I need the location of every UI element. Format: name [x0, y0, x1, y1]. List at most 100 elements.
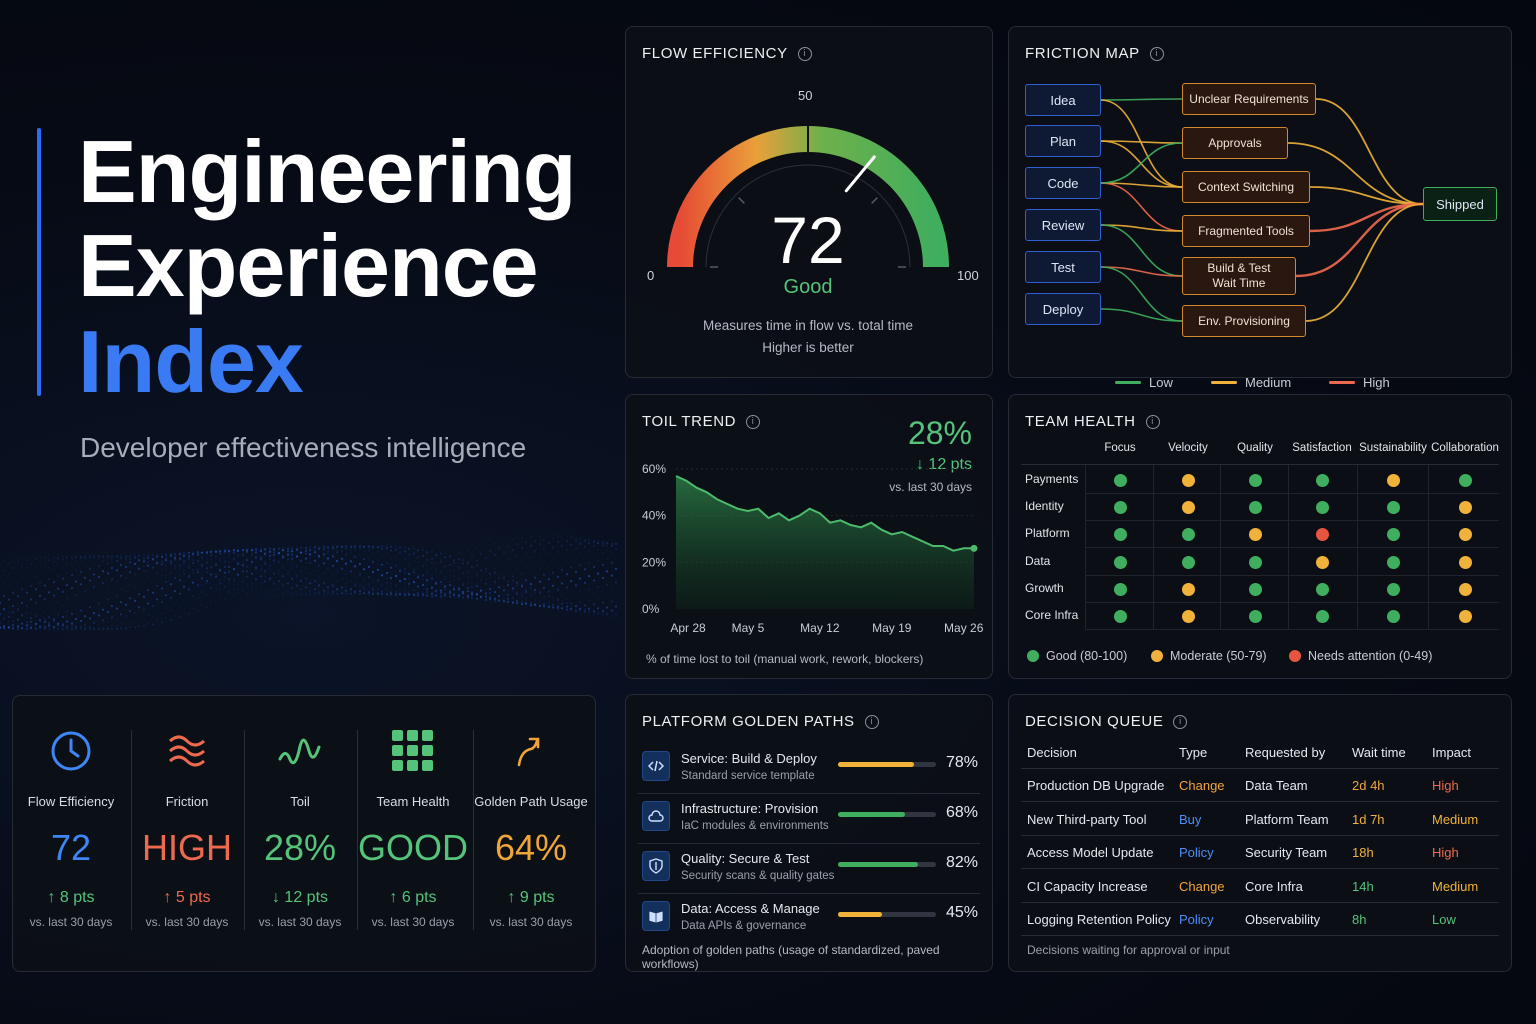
decision-impact: Medium: [1432, 878, 1479, 894]
friction-node-label: Approvals: [1208, 135, 1262, 150]
decision-name[interactable]: Production DB Upgrade: [1027, 778, 1165, 793]
status-dot: [1387, 528, 1400, 542]
status-dot: [1316, 582, 1329, 596]
decision-name[interactable]: CI Capacity Increase: [1027, 878, 1148, 894]
info-icon[interactable]: i: [864, 714, 879, 729]
decision-requester: Observability: [1245, 912, 1321, 927]
flow-status: Good: [783, 276, 833, 298]
kpi-value: 64%: [494, 827, 568, 868]
golden-path-row[interactable]: Quality: Secure & Test Security scans & q…: [642, 845, 978, 895]
friction-node[interactable]: Approvals: [1182, 127, 1288, 159]
friction-node[interactable]: Env. Provisioning: [1182, 305, 1306, 337]
arrow-up-right-icon: [473, 726, 589, 776]
info-icon[interactable]: i: [797, 46, 812, 61]
column-divider: [1428, 465, 1429, 629]
flow-link: [1309, 186, 1424, 205]
info-icon[interactable]: i: [1149, 46, 1164, 61]
decision-name[interactable]: Logging Retention Policy: [1027, 912, 1171, 927]
decision-wait-time: 14h: [1352, 878, 1374, 894]
stage-node-plan[interactable]: Plan: [1025, 125, 1101, 157]
status-dot: [1114, 555, 1127, 569]
header-divider: [1021, 464, 1499, 465]
hero-title-line-1: Engineering: [78, 122, 576, 221]
kpi-delta: ↑ 6 pts: [389, 889, 437, 906]
friction-node[interactable]: Build & Test Wait Time: [1182, 257, 1296, 295]
status-dot: [1459, 474, 1472, 487]
adoption-percent: 78%: [945, 754, 978, 771]
legend-medium: Medium: [1245, 375, 1292, 390]
adoption-bar-fill: [838, 862, 919, 867]
friction-node[interactable]: Context Switching: [1182, 171, 1310, 203]
friction-node[interactable]: Fragmented Tools: [1182, 215, 1310, 247]
stage-node-test[interactable]: Test: [1025, 251, 1101, 283]
stage-node-idea[interactable]: Idea: [1025, 84, 1101, 116]
flow-link: [1315, 98, 1424, 205]
kpi-label: Team Health: [376, 794, 450, 809]
y-tick-label: 20%: [642, 555, 666, 569]
info-icon[interactable]: i: [1173, 714, 1188, 729]
team-row-label: Core Infra: [1025, 608, 1079, 622]
golden-path-row[interactable]: Service: Build & Deploy Standard service …: [642, 745, 978, 795]
flow-link: [1295, 202, 1424, 278]
flow-link: [1100, 266, 1183, 322]
team-health-panel: TEAM HEALTH i Focus Velocity Quality Satisfa…: [1008, 394, 1512, 679]
toil-area-chart: 60% 40% 20% 0% Apr 28 May 5 May 12 May 19 May 26: [642, 462, 984, 635]
adoption-bar: [838, 862, 936, 867]
friction-node-label: Unclear Requirements: [1189, 91, 1309, 106]
kpi-delta: ↑ 5 pts: [163, 889, 211, 906]
legend-label: Needs attention (0-49): [1308, 649, 1433, 663]
gauge-min-label: 0: [647, 268, 655, 283]
kpi-note: vs. last 30 days: [29, 915, 113, 929]
status-dot: [1249, 555, 1262, 569]
kpi-delta: ↓ 12 pts: [271, 889, 329, 906]
golden-path-row[interactable]: Infrastructure: Provision IaC modules & e…: [642, 795, 978, 845]
info-icon[interactable]: i: [746, 414, 761, 429]
hero-accent-bar: [37, 128, 41, 396]
toil-footer: % of time lost to toil (manual work, rew…: [646, 652, 924, 666]
status-dot: [1459, 610, 1472, 623]
info-icon[interactable]: i: [1145, 414, 1160, 429]
golden-path-subtitle: IaC modules & environments: [681, 820, 829, 832]
decision-requester: Data Team: [1245, 778, 1308, 793]
team-row-label: Data: [1025, 553, 1051, 568]
decision-requester: Security Team: [1245, 845, 1328, 860]
golden-path-title: Service: Build & Deploy: [681, 751, 817, 766]
stage-node-code[interactable]: Code: [1025, 167, 1101, 199]
friction-node[interactable]: Unclear Requirements: [1182, 83, 1316, 115]
golden-path-title: Data: Access & Manage: [681, 901, 820, 916]
row-divider: [1085, 601, 1499, 603]
decision-name[interactable]: New Third-party Tool: [1027, 811, 1147, 827]
golden-path-row[interactable]: Data: Access & Manage Data APIs & governa…: [642, 895, 978, 945]
shipped-node[interactable]: Shipped: [1423, 187, 1497, 221]
toil-trend-panel: TOIL TREND i 28% ↓ 12 pts vs. last 30 day…: [625, 394, 993, 679]
gauge-max-label: 100: [957, 268, 979, 283]
gauge-mid-label: 50: [798, 88, 813, 103]
adoption-percent: 45%: [945, 904, 978, 921]
decision-wait-time: 8h: [1352, 912, 1367, 927]
status-dot: [1459, 528, 1472, 542]
decision-requester: Platform Team: [1245, 811, 1329, 827]
kpi-note: vs. last 30 days: [145, 915, 229, 929]
column-header: Decision: [1027, 745, 1077, 760]
status-dot: [1459, 582, 1472, 596]
column-divider: [1357, 465, 1358, 629]
decision-wait-time: 1d 7h: [1352, 811, 1385, 827]
hero-subtitle: Developer effectiveness intelligence: [80, 432, 527, 463]
friction-node-label: Fragmented Tools: [1198, 223, 1294, 238]
toil-line: [675, 475, 974, 552]
stage-node-deploy[interactable]: Deploy: [1025, 293, 1101, 325]
flow-link: [1100, 266, 1183, 277]
kpi-tile: Golden Path Usage 64% ↑ 9 pts vs. last 30 d…: [473, 726, 589, 929]
gauge-tick: [871, 197, 878, 204]
row-divider: [638, 893, 980, 894]
status-dot: [1182, 474, 1195, 487]
status-dot: [1316, 528, 1329, 542]
decision-name[interactable]: Access Model Update: [1027, 845, 1154, 860]
status-dot: [1182, 582, 1195, 596]
status-dot: [1316, 474, 1329, 487]
flow-link: [1100, 98, 1183, 101]
stage-node-review[interactable]: Review: [1025, 209, 1101, 241]
friction-map-panel: FRICTION MAP i Low Medium High Idea Plan Co…: [1008, 26, 1512, 390]
column-header: Wait time: [1352, 745, 1406, 760]
adoption-bar: [838, 812, 936, 817]
